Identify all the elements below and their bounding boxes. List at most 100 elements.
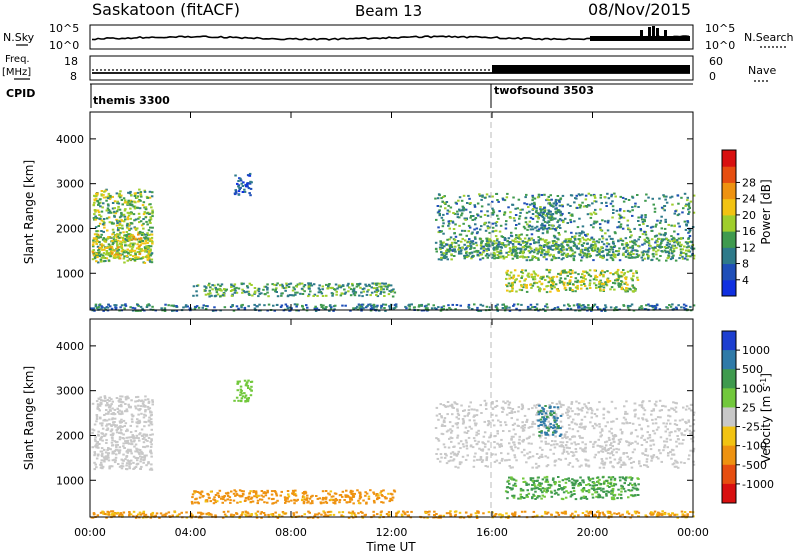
scatter-cell	[667, 414, 670, 417]
scatter-cell	[575, 450, 578, 453]
scatter-cell	[554, 440, 557, 443]
scatter-cell	[549, 277, 552, 280]
scatter-cell	[547, 247, 550, 249]
scatter-cell	[673, 244, 677, 247]
scatter-cell	[545, 413, 549, 416]
scatter-cell	[682, 439, 685, 441]
scatter-cell	[191, 502, 194, 505]
scatter-cell	[537, 403, 540, 406]
scatter-cell	[577, 242, 581, 245]
scatter-cell	[569, 272, 572, 275]
scatter-cell	[110, 398, 113, 401]
scatter-cell	[448, 421, 452, 424]
scatter-cell	[134, 450, 137, 453]
scatter-cell	[119, 245, 122, 248]
scatter-cell	[111, 437, 114, 439]
scatter-cell	[491, 256, 494, 259]
scatter-cell	[146, 405, 150, 408]
scatter-cell	[238, 186, 241, 189]
scatter-cell	[567, 417, 570, 420]
scatter-cell	[102, 193, 105, 196]
scatter-cell	[599, 229, 603, 231]
scatter-cell	[605, 201, 608, 204]
scatter-cell	[235, 291, 239, 294]
scatter-cell	[377, 496, 380, 499]
scatter-cell	[285, 284, 289, 287]
scatter-cell	[150, 463, 153, 466]
scatter-cell	[233, 287, 237, 290]
scatter-cell	[313, 308, 317, 310]
scatter-cell	[118, 253, 121, 255]
scatter-cell	[483, 196, 487, 199]
scatter-cell	[496, 250, 499, 253]
scatter-cell	[565, 248, 569, 251]
scatter-cell	[97, 211, 101, 214]
scatter-cell	[508, 241, 511, 244]
scatter-cell	[388, 305, 392, 308]
scatter-cell	[115, 241, 119, 244]
scatter-cell	[104, 451, 108, 454]
scatter-cell	[640, 216, 643, 219]
scatter-cell	[663, 234, 666, 237]
scatter-cell	[606, 192, 609, 195]
scatter-cell	[116, 222, 119, 224]
scatter-cell	[661, 239, 664, 242]
scatter-cell	[114, 425, 117, 428]
scatter-cell	[106, 428, 109, 431]
scatter-cell	[220, 289, 223, 292]
scatter-cell	[149, 249, 152, 252]
scatter-cell	[512, 240, 516, 243]
scatter-cell	[125, 255, 129, 257]
scatter-cell	[295, 499, 298, 502]
scatter-cell	[125, 468, 128, 470]
scatter-cell	[96, 209, 100, 212]
scatter-cell	[239, 500, 242, 503]
scatter-cell	[631, 214, 634, 217]
scatter-cell	[92, 249, 95, 251]
scatter-cell	[126, 226, 129, 229]
scatter-cell	[520, 275, 524, 278]
scatter-cell	[130, 200, 134, 203]
scatter-cell	[578, 234, 581, 237]
scatter-cell	[617, 277, 621, 280]
scatter-cell	[552, 242, 555, 244]
scatter-cell	[146, 212, 149, 215]
scatter-cell	[128, 249, 132, 252]
scatter-cell	[582, 304, 585, 306]
scatter-cell	[565, 255, 569, 258]
scatter-cell	[234, 189, 237, 192]
scatter-cell	[655, 253, 658, 256]
scatter-cell	[469, 444, 473, 447]
scatter-cell	[586, 242, 589, 245]
scatter-cell	[456, 213, 459, 216]
scatter-cell	[458, 216, 461, 219]
scatter-cell	[498, 443, 501, 446]
scatter-cell	[498, 230, 502, 233]
scatter-cell	[150, 443, 153, 446]
scatter-cell	[512, 250, 515, 253]
scatter-cell	[348, 501, 351, 504]
scatter-cell	[517, 198, 521, 201]
scatter-cell	[114, 239, 117, 241]
scatter-cell	[120, 219, 124, 222]
scatter-cell	[549, 194, 552, 197]
scatter-cell	[230, 283, 233, 286]
colorbar-swatch	[722, 263, 736, 281]
scatter-cell	[631, 240, 634, 243]
scatter-cell	[488, 238, 492, 241]
scatter-cell	[537, 212, 541, 215]
scatter-cell	[96, 403, 100, 406]
scatter-cell	[439, 243, 442, 246]
scatter-cell	[439, 309, 443, 312]
scatter-cell	[351, 490, 354, 493]
scatter-cell	[484, 243, 488, 246]
scatter-cell	[476, 213, 479, 216]
nave-hi: 60	[709, 55, 723, 68]
scatter-cell	[637, 254, 640, 257]
scatter-cell	[386, 285, 389, 288]
scatter-cell	[150, 206, 153, 209]
scatter-cell	[530, 442, 533, 445]
scatter-cell	[573, 435, 577, 438]
scatter-cell	[286, 496, 289, 499]
scatter-cell	[344, 304, 347, 307]
